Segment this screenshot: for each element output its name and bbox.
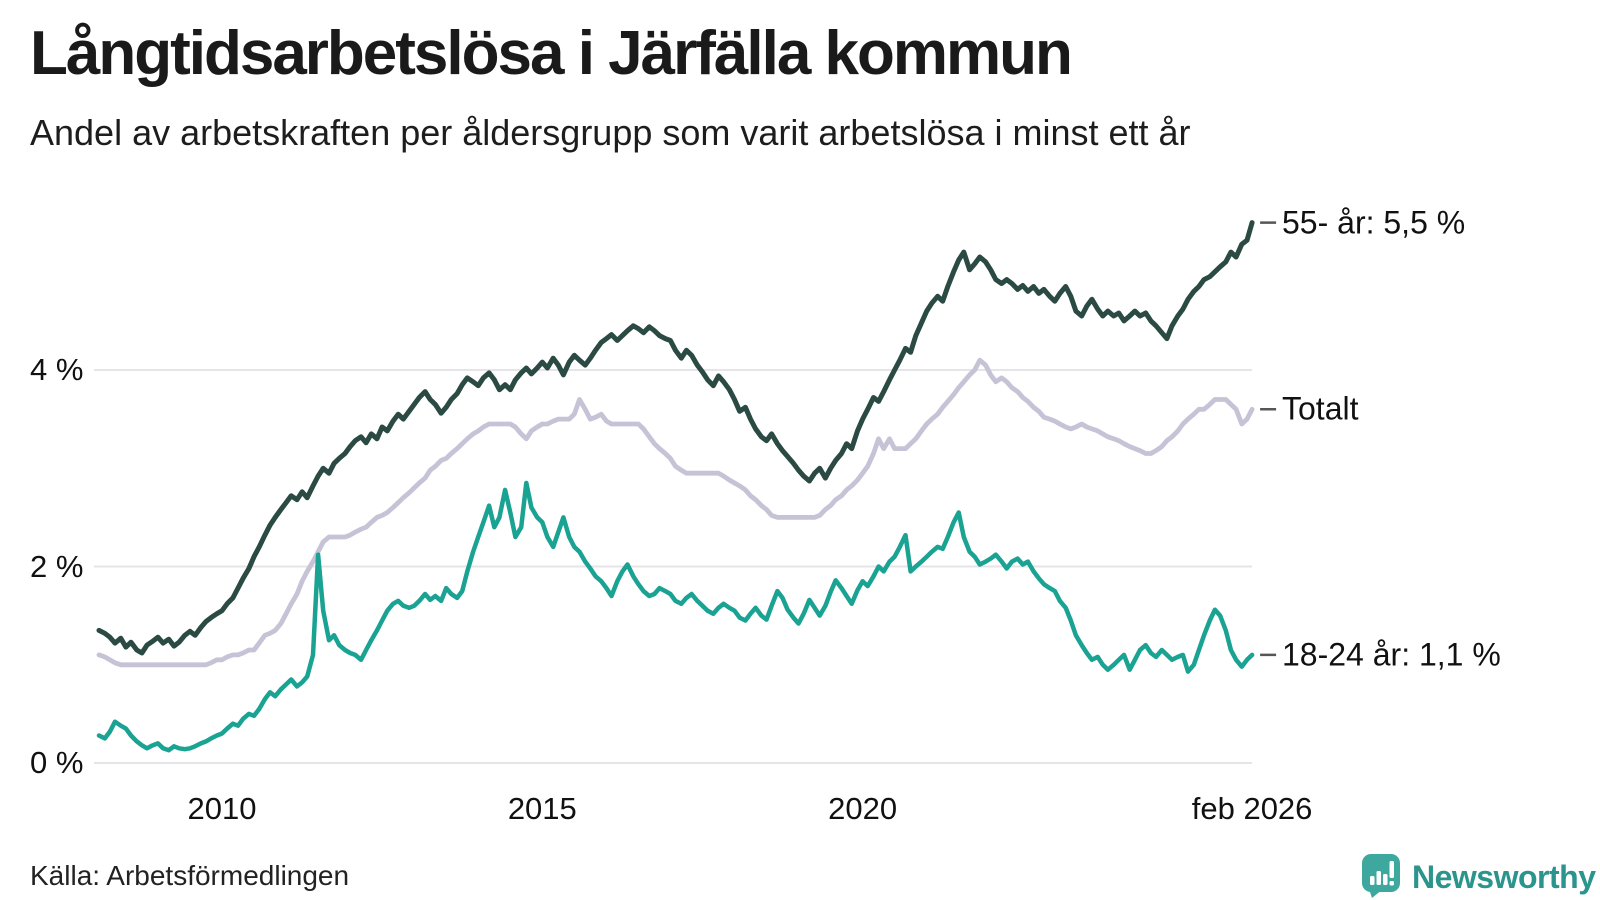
series-end-label-totalt: Totalt bbox=[1282, 390, 1359, 427]
newsworthy-brand: Newsworthy bbox=[1360, 852, 1596, 900]
series-end-label-18-24-ar: 18-24 år: 1,1 % bbox=[1282, 636, 1501, 673]
y-axis-tick-2: 2 % bbox=[30, 548, 84, 584]
series-line-55-r bbox=[96, 220, 1255, 656]
x-axis-tick-2010: 2010 bbox=[187, 791, 257, 826]
x-axis-tick-feb-2026: feb 2026 bbox=[1191, 791, 1313, 826]
x-axis-tick-2020: 2020 bbox=[828, 791, 898, 826]
source-note: Källa: Arbetsförmedlingen bbox=[30, 860, 350, 891]
x-axis-tick-2015: 2015 bbox=[507, 791, 577, 826]
series-end-label-55-ar: 55- år: 5,5 % bbox=[1282, 204, 1466, 241]
series-line-18-24-r bbox=[96, 480, 1255, 753]
newsworthy-wordmark: Newsworthy bbox=[1412, 859, 1596, 895]
newsworthy-logo-icon bbox=[1360, 852, 1402, 900]
y-axis-tick-4: 4 % bbox=[30, 352, 84, 387]
series-line-totalt bbox=[96, 357, 1255, 668]
page-subtitle: Andel av arbetskraften per åldersgrupp s… bbox=[30, 112, 1191, 153]
y-axis-tick-0: 0 % bbox=[30, 745, 84, 780]
page-title: Långtidsarbetslösa i Järfälla kommun bbox=[30, 19, 1073, 88]
